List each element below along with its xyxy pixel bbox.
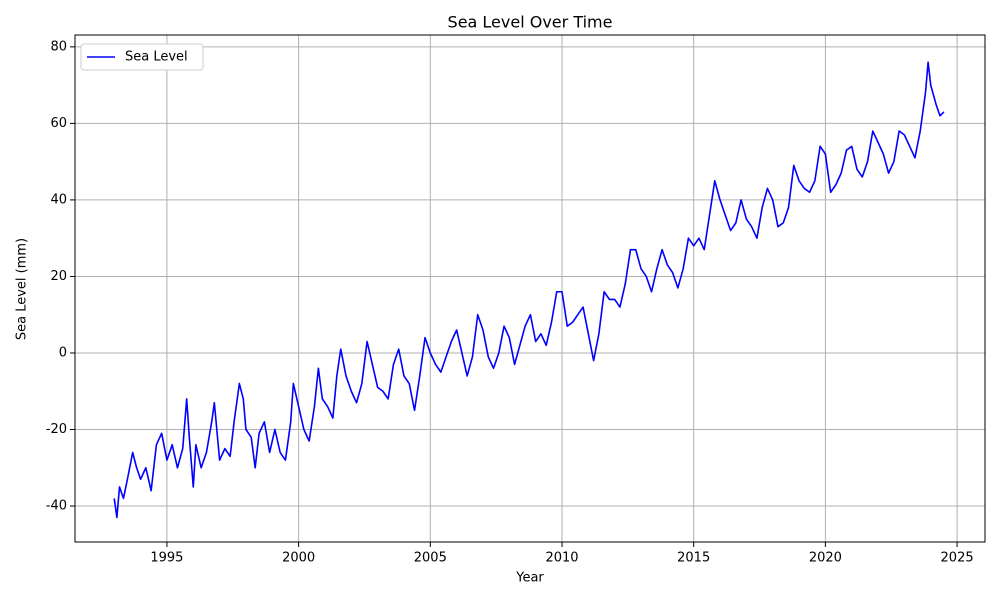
y-tick-label: 0 <box>59 345 67 360</box>
x-tick-label: 2005 <box>414 551 447 566</box>
y-tick-label: -20 <box>46 422 67 437</box>
y-tick-label: 60 <box>50 116 67 131</box>
plot-frame <box>74 34 986 543</box>
x-tick-label: 2025 <box>941 551 974 566</box>
x-axis-label: Year <box>515 571 544 586</box>
y-axis-label: Sea Level (mm) <box>15 238 30 340</box>
y-tick-label: 80 <box>50 39 67 54</box>
legend-box <box>80 43 204 71</box>
data-line <box>113 61 945 519</box>
y-tick-label: 40 <box>50 192 67 207</box>
x-tick-label: 2015 <box>677 551 710 566</box>
x-tick-label: 2020 <box>809 551 842 566</box>
legend-label: Sea Level <box>125 50 188 65</box>
x-tick-label: 1995 <box>150 551 183 566</box>
x-tick-label: 2010 <box>545 551 578 566</box>
chart-title: Sea Level Over Time <box>448 13 613 32</box>
y-tick-label: -40 <box>46 499 67 514</box>
y-tick-label: 20 <box>50 269 67 284</box>
x-tick-label: 2000 <box>282 551 315 566</box>
